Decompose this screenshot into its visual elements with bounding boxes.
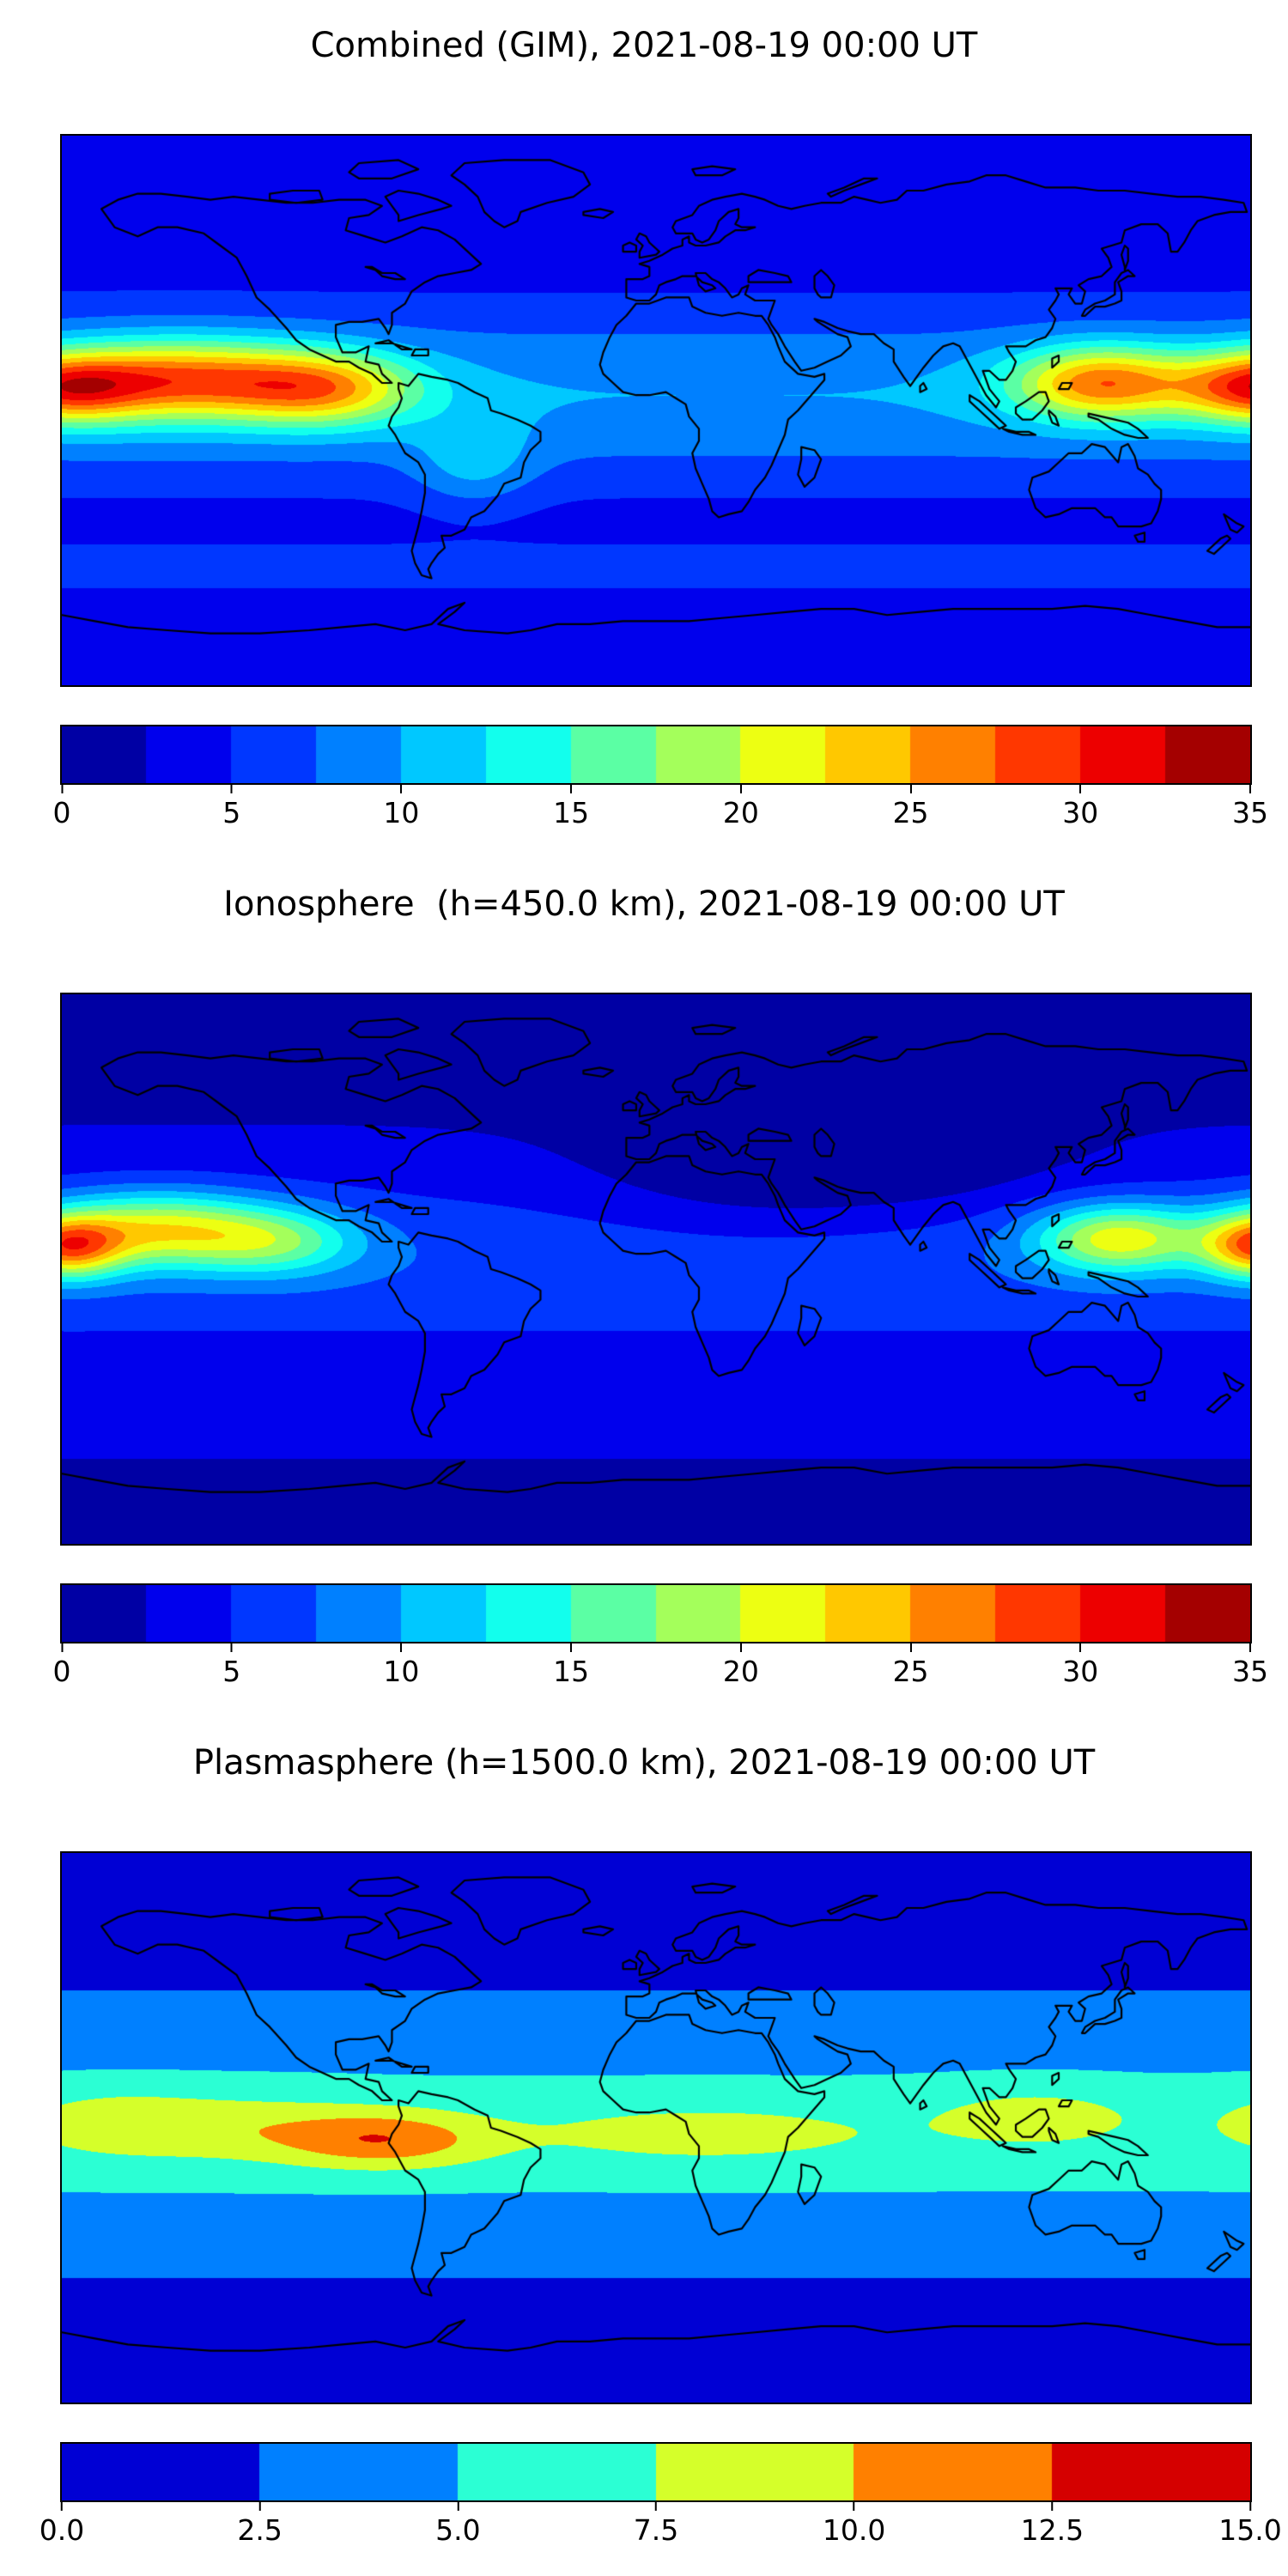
colorbar-tick-label: 35 xyxy=(1232,1643,1268,1688)
colorbar-tick-label: 12.5 xyxy=(1021,2502,1084,2547)
colorbar-ticks-combined: 0 5 10 15 20 25 30 35 xyxy=(53,785,1269,840)
panel-title-combined: Combined (GIM), 2021-08-19 00:00 UT xyxy=(310,26,978,65)
colorbar-ticks-plasmasphere: 0.0 2.5 5.0 7.5 10.0 12.5 15.0 xyxy=(39,2502,1282,2557)
colorbar-plasmasphere xyxy=(60,2442,1252,2502)
panel-title-ionosphere: Ionosphere (h=450.0 km), 2021-08-19 00:0… xyxy=(223,884,1065,924)
colorbar-canvas-plasmasphere xyxy=(62,2444,1250,2500)
colorbar-tick-label: 10.0 xyxy=(823,2502,885,2547)
colorbar-canvas-ionosphere xyxy=(62,1585,1250,1642)
colorbar-tick-label: 0 xyxy=(53,1643,71,1688)
colorbar-tick-label: 20 xyxy=(723,785,759,829)
colorbar-tick-label: 25 xyxy=(893,1643,929,1688)
colorbar-tick-label: 0 xyxy=(53,785,71,829)
colorbar-ionosphere xyxy=(60,1583,1252,1643)
colorbar-tick-label: 5 xyxy=(222,1643,240,1688)
map-canvas-plasmasphere xyxy=(62,1853,1250,2403)
map-canvas-ionosphere xyxy=(62,994,1250,1544)
colorbar-tick-label: 0.0 xyxy=(39,2502,84,2547)
colorbar-tick-label: 20 xyxy=(723,1643,759,1688)
world-map-combined xyxy=(60,134,1252,687)
panel-combined: Combined (GIM), 2021-08-19 00:00 UT 0 5 10… xyxy=(0,0,1288,859)
world-map-plasmasphere xyxy=(60,1851,1252,2404)
colorbar-combined xyxy=(60,725,1252,785)
colorbar-tick-label: 5.0 xyxy=(435,2502,480,2547)
colorbar-tick-label: 10 xyxy=(383,1643,419,1688)
panel-plasmasphere: Plasmasphere (h=1500.0 km), 2021-08-19 0… xyxy=(0,1717,1288,2576)
colorbar-tick-label: 10 xyxy=(383,785,419,829)
colorbar-tick-label: 30 xyxy=(1062,1643,1098,1688)
map-canvas-combined xyxy=(62,136,1250,685)
colorbar-tick-label: 35 xyxy=(1232,785,1268,829)
colorbar-ticks-ionosphere: 0 5 10 15 20 25 30 35 xyxy=(53,1643,1269,1698)
panel-title-plasmasphere: Plasmasphere (h=1500.0 km), 2021-08-19 0… xyxy=(192,1743,1096,1783)
colorbar-tick-label: 7.5 xyxy=(634,2502,678,2547)
colorbar-tick-label: 2.5 xyxy=(237,2502,282,2547)
colorbar-tick-label: 30 xyxy=(1062,785,1098,829)
colorbar-tick-label: 15 xyxy=(553,1643,589,1688)
colorbar-tick-label: 15 xyxy=(553,785,589,829)
colorbar-canvas-combined xyxy=(62,726,1250,783)
world-map-ionosphere xyxy=(60,993,1252,1546)
colorbar-tick-label: 25 xyxy=(893,785,929,829)
colorbar-tick-label: 15.0 xyxy=(1218,2502,1281,2547)
panel-ionosphere: Ionosphere (h=450.0 km), 2021-08-19 00:0… xyxy=(0,859,1288,1717)
colorbar-tick-label: 5 xyxy=(222,785,240,829)
